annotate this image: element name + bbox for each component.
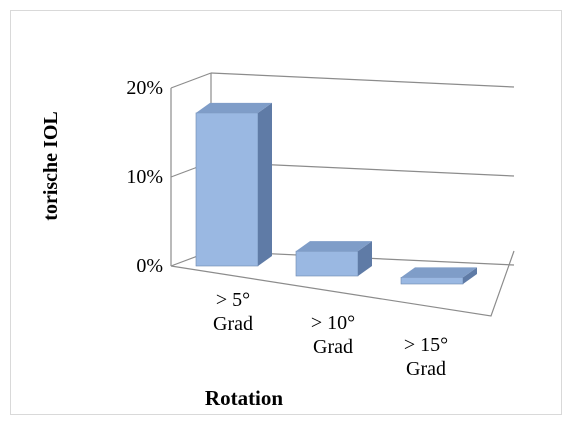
x-category-label: > 5° Grad (213, 289, 253, 335)
x-axis-title: Rotation (205, 386, 283, 410)
bar-front (195, 112, 259, 267)
bar-chart-3d: 0% 10% 20% > 5° Grad > 10° Grad > 15° Grad toris… (40, 72, 515, 410)
y-tick-label: 20% (126, 77, 163, 99)
floor-outline (170, 250, 515, 317)
x-category-label: > 10° Grad (311, 312, 355, 358)
chart-frame: 0% 10% 20% > 5° Grad > 10° Grad > 15° Grad toris… (10, 10, 562, 415)
bar-top (196, 102, 272, 113)
label-layer: 0% 10% 20% > 5° Grad > 10° Grad > 15° Grad (126, 77, 448, 380)
y-tick-label: 0% (136, 255, 163, 277)
bar-layer (195, 102, 477, 285)
y-axis-title: torische IOL (40, 111, 62, 220)
bar-side (463, 267, 477, 284)
bar-side (258, 102, 272, 266)
x-category-label: > 15° Grad (404, 334, 448, 380)
bar-front (400, 277, 464, 285)
gridline-side (170, 72, 212, 89)
bar-side (358, 241, 372, 276)
gridline-back (210, 72, 515, 88)
bar-top (401, 267, 477, 278)
y-tick-label: 10% (126, 166, 163, 188)
bar-top (296, 241, 372, 252)
bar-front (295, 250, 359, 277)
